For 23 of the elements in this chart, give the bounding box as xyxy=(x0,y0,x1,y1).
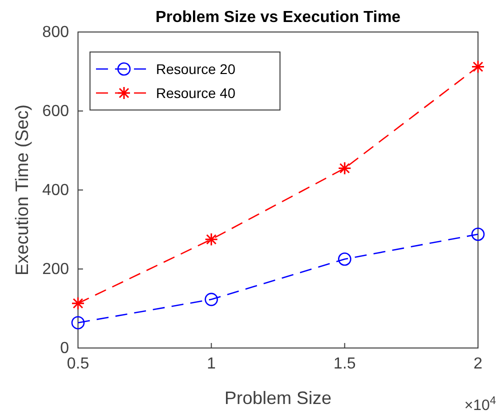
point xyxy=(471,228,485,241)
point xyxy=(204,232,218,246)
point xyxy=(71,296,85,310)
point xyxy=(338,252,352,266)
point xyxy=(471,60,485,74)
y-axis-title: Execution Time (Sec) xyxy=(12,104,32,276)
point xyxy=(338,162,352,176)
y-tick-label: 600 xyxy=(42,103,70,120)
y-tick-label: 400 xyxy=(42,182,70,200)
text: ×10$^{4}$ xyxy=(464,395,496,414)
y-tick-label: 0 xyxy=(60,340,70,358)
y-tick-label: 200 xyxy=(42,261,70,278)
x-tick-label: 0.5 xyxy=(66,355,90,372)
legend-label: Resource 20 xyxy=(156,61,236,77)
x-tick-label: 1.5 xyxy=(334,355,356,372)
point xyxy=(71,316,85,330)
point xyxy=(204,292,218,306)
legend-label: Resource 40 xyxy=(156,85,236,101)
x-axis-title: Problem Size xyxy=(224,388,332,408)
chart-title: Problem Size vs Execution Time xyxy=(155,9,401,26)
x-tick-label: 2 xyxy=(474,355,483,372)
x-tick-label: 1 xyxy=(206,355,216,372)
y-tick-label: 800 xyxy=(42,24,70,42)
